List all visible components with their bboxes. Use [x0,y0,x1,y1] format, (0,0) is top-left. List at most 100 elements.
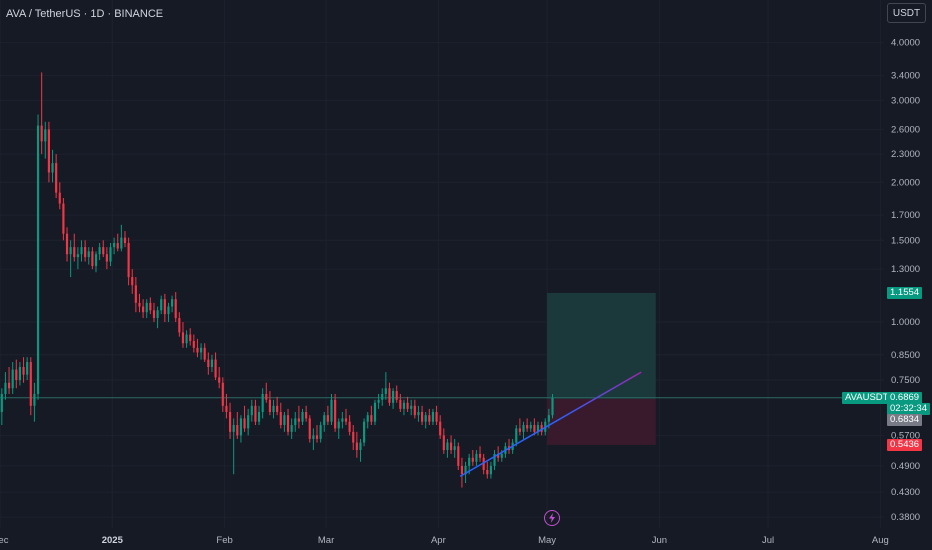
candle-body [446,442,449,451]
candle-body [515,428,518,443]
candle-body [337,421,340,429]
profit-zone [547,292,656,399]
candle-body [218,377,221,383]
candle-body [460,465,464,475]
price-axis-label: 0.7500 [891,375,920,386]
time-axis-label: Mar [318,535,334,546]
candle-body [221,382,224,406]
candle-body [312,435,315,439]
candle-body [468,457,471,466]
candle-body [547,415,550,422]
price-axis-label: 3.0000 [891,96,920,107]
price-axis-label: 4.0000 [891,38,920,49]
candle-body [366,415,369,422]
candle-body [116,243,119,249]
candle-body [297,418,300,422]
candle-body [482,457,485,471]
candle-body [26,362,29,375]
candle-body [344,418,348,422]
candle-body [377,399,380,403]
candle-body [225,405,228,413]
candle-body [62,203,65,234]
candle-body [55,163,58,193]
price-axis-label: 3.4000 [891,70,920,81]
candle-body [73,247,76,258]
price-axis-label: 2.0000 [891,177,920,188]
symbol-name-tag: AVAUSDT [842,391,892,404]
candle-body [265,393,268,400]
candle-body [178,318,181,333]
candle-body [69,247,72,255]
candle-body [210,359,214,368]
candle-body [236,425,239,436]
candle-body [536,425,540,432]
candle-body [214,359,217,378]
candle-body [435,412,438,422]
candle-body [449,442,453,451]
candle-body [428,415,431,422]
candle-body [363,421,366,443]
candle-body [417,412,420,416]
candle-body [134,285,137,303]
candle-body [286,415,290,432]
candle-body [102,247,105,255]
candle-body [152,310,156,319]
loss-zone [547,398,656,445]
candle-body [7,382,11,389]
candle-body [402,402,406,409]
candle-body [305,412,308,419]
candle-body [145,302,148,313]
candle-body [91,251,94,267]
candle-body [22,367,25,375]
target-price-tag: 1.1554 [887,286,923,299]
candle-body [87,251,90,258]
price-axis-label: 0.4900 [891,461,920,472]
candle-body [156,310,159,319]
candle-body [11,369,14,389]
candle-body [464,465,467,475]
currency-button[interactable]: USDT [887,3,926,23]
candle-body [486,470,489,475]
candle-body [489,465,492,475]
candle-body [254,405,257,422]
candle-body [199,347,203,353]
candle-body [533,425,536,432]
candle-body [203,347,206,360]
candle-body [439,421,442,436]
candle-body [268,399,271,413]
price-axis-label: 0.3800 [891,512,920,523]
candle-body [123,237,127,244]
candle-body [167,306,170,315]
time-axis-label: 2025 [102,535,124,546]
symbol-title[interactable]: AVA / TetherUS · 1D · BINANCE [6,8,164,20]
candle-body [424,415,427,422]
candle-body [330,399,333,422]
candle-body [529,425,532,429]
candle-body [500,453,503,458]
candle-body [384,388,387,394]
candle-body [381,393,384,400]
candle-body [29,362,32,406]
candle-body [174,299,177,319]
candle-body [522,425,525,432]
candle-body [373,402,377,422]
candle-body [413,405,416,416]
candle-body [261,393,264,413]
stop-price-tag: 0.5436 [887,438,923,451]
candle-body [420,412,424,422]
candle-body [33,393,36,406]
candle-body [301,412,304,422]
candle-body [163,299,166,315]
trendline [459,371,642,478]
candle-body [359,442,362,451]
candle-body [109,247,112,262]
lightning-icon[interactable] [544,510,560,526]
candle-body [232,425,235,432]
candle-body [105,254,108,262]
candle-body [392,391,395,403]
price-axis-label: 2.6000 [891,124,920,135]
candle-body [98,247,101,255]
price-axis-label: 0.8500 [891,350,920,361]
